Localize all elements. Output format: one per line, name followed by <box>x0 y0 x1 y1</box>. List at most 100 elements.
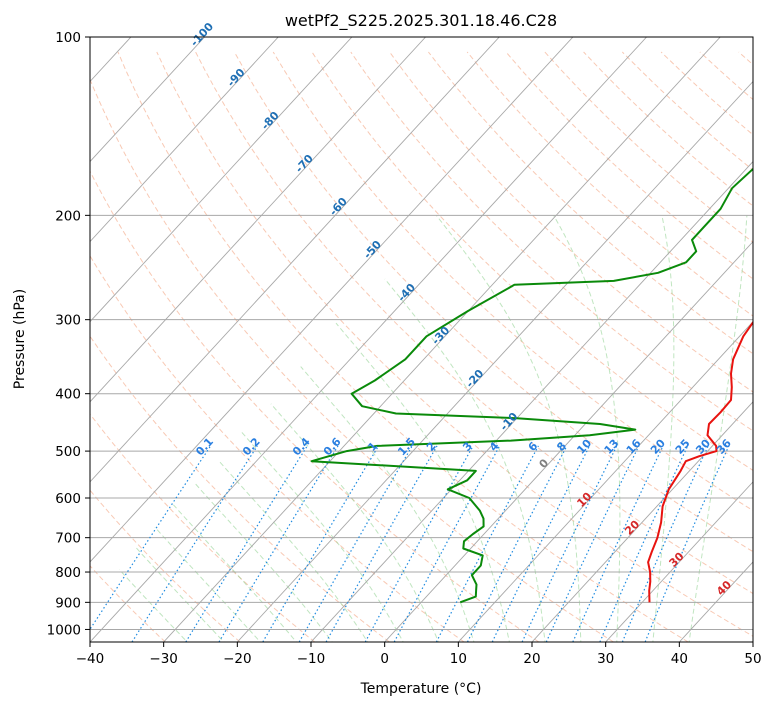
mixing-ratio-label: 0.1 <box>193 435 216 458</box>
y-tick-label: 800 <box>55 565 81 581</box>
dry-adiabat-line <box>195 51 753 595</box>
isotherm-line <box>310 160 753 642</box>
plot-frame <box>89 36 754 643</box>
isotherm-line <box>90 37 279 243</box>
temperature-profile-line <box>647 320 753 603</box>
moist-adiabat-line <box>435 214 582 642</box>
dry-adiabat-line <box>350 51 753 432</box>
x-tick-label: 20 <box>523 651 540 667</box>
isotherm-label: -70 <box>293 152 316 176</box>
mixing-ratio-label: 13 <box>602 437 622 457</box>
dry-adiabat-line <box>90 170 540 642</box>
mixing-ratio-label: 0.6 <box>321 435 344 458</box>
y-axis-label: Pressure (hPa) <box>12 289 28 389</box>
dry-adiabat-line <box>90 78 614 642</box>
dry-adiabat-line <box>90 254 465 642</box>
y-tick-label: 600 <box>55 491 81 507</box>
moist-adiabat-line <box>270 403 440 642</box>
isotherm-line <box>0 37 57 642</box>
x-tick-label: 10 <box>450 651 467 667</box>
isotherm-label: -60 <box>327 195 350 219</box>
isotherm-line <box>458 321 753 642</box>
dewpoint-profile-line <box>310 167 753 604</box>
moist-adiabat-line <box>135 547 225 642</box>
dry-adiabat-line <box>90 335 390 642</box>
mixing-ratio-line <box>90 445 212 631</box>
mixing-ratio-label: 36 <box>714 436 734 456</box>
y-tick-label: 100 <box>55 30 81 46</box>
mixing-ratio-line <box>298 445 413 642</box>
mixing-ratio-line <box>435 445 539 642</box>
mixing-ratio-line <box>131 445 258 642</box>
mixing-ratio-label: 8 <box>554 440 569 454</box>
isotherm-line <box>531 401 753 642</box>
mixing-ratio-label: 16 <box>624 436 644 456</box>
y-tick-label: 500 <box>55 444 81 460</box>
x-tick-label: 0 <box>380 651 389 667</box>
y-tick-label: 1000 <box>47 622 81 638</box>
mixing-ratio-label: 25 <box>673 437 693 457</box>
mixing-ratio-line <box>185 445 308 642</box>
x-axis-label: Temperature (°C) <box>360 681 482 697</box>
mixing-ratio-label: 6 <box>526 439 541 454</box>
mixing-ratio-line <box>218 445 339 642</box>
mixing-ratio-label: 1 <box>365 440 380 454</box>
mixing-ratio-label: 0.4 <box>290 435 313 458</box>
isotherm-label: -10 <box>498 410 521 434</box>
dry-adiabat-line <box>233 51 753 553</box>
dry-adiabat-line <box>90 489 241 642</box>
mixing-ratio-line <box>644 445 730 642</box>
isotherm-line <box>163 37 721 642</box>
isotherm-line <box>605 481 753 642</box>
chart-title: wetPf2_S225.2025.301.18.46.C28 <box>285 11 557 31</box>
x-tick-label: −40 <box>76 651 105 667</box>
isotherm-label: -20 <box>463 367 486 391</box>
y-tick-label: 300 <box>55 313 81 329</box>
dry-adiabat-line <box>90 413 316 642</box>
dry-adiabat-line <box>699 51 753 101</box>
isotherm-label: -50 <box>361 238 384 262</box>
dry-adiabat-label: 10 <box>574 490 594 510</box>
moist-adiabat-line <box>173 504 297 642</box>
mixing-ratio-line <box>491 445 591 642</box>
isotherm-label: -80 <box>259 109 282 133</box>
isotherm-line <box>90 37 353 323</box>
isotherm-line <box>752 641 753 642</box>
moist-adiabat-line <box>118 569 188 642</box>
isotherm-line <box>237 80 753 642</box>
moist-adiabat-line <box>300 366 475 642</box>
dry-adiabat-line <box>90 565 166 642</box>
y-tick-label: 900 <box>55 595 81 611</box>
isotherm-line <box>679 561 753 642</box>
moist-adiabat-line <box>218 460 369 642</box>
dry-adiabat-line <box>389 51 753 393</box>
isotherm-label: -30 <box>429 324 452 348</box>
mixing-ratio-line <box>599 445 689 642</box>
x-tick-label: 50 <box>744 651 761 667</box>
moist-adiabat-line <box>553 215 621 642</box>
y-tick-label: 400 <box>55 387 81 403</box>
isotherm-line <box>90 37 647 642</box>
dry-adiabat-line <box>311 51 753 471</box>
isotherm-label: -100 <box>188 20 216 49</box>
dry-adiabat-line <box>117 51 689 642</box>
isotherm-label: -40 <box>395 281 418 305</box>
mixing-ratio-line <box>466 445 568 642</box>
moist-adiabat-line <box>195 483 333 642</box>
x-tick-label: 30 <box>597 651 614 667</box>
y-tick-label: 700 <box>55 531 81 547</box>
isotherm-line <box>90 37 574 563</box>
moist-adiabat-line <box>154 526 261 642</box>
isotherm-line <box>90 37 426 403</box>
dry-adiabat-line <box>272 51 753 512</box>
x-tick-label: −10 <box>297 651 326 667</box>
mixing-ratio-label: 10 <box>574 436 594 456</box>
moist-adiabat-line <box>241 431 404 642</box>
axes-layer: −40 −30 −20 −10 0 10 20 30 40 5010020030040050060… <box>47 30 762 667</box>
mixing-ratio-label: 20 <box>648 436 668 456</box>
mixing-ratio-line <box>621 445 709 642</box>
mixing-ratio-label: 1.5 <box>395 435 418 458</box>
y-tick-label: 200 <box>55 208 81 224</box>
x-tick-label: −30 <box>149 651 178 667</box>
